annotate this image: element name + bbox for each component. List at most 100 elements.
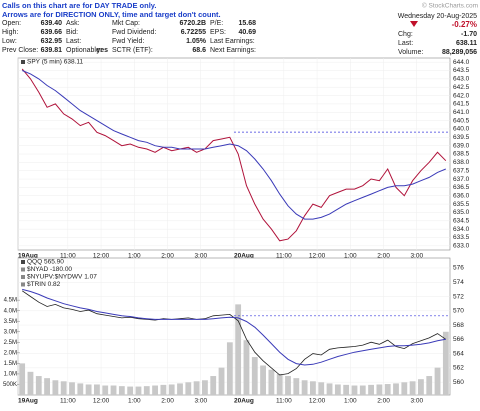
y-tick-label: 635.0	[453, 209, 470, 216]
legend-entry: $TRIN 0.82	[27, 281, 61, 288]
quote-value: 638.11	[456, 40, 477, 47]
volume-bar	[210, 376, 217, 395]
volume-bar	[235, 304, 242, 395]
volume-bar	[318, 382, 325, 395]
volume-bar	[185, 382, 192, 395]
y-tick-label: 638.5	[453, 151, 470, 158]
y-tick-label: 640.0	[453, 126, 470, 133]
x-tick-label: 11:00	[276, 398, 292, 405]
volume-bar	[193, 381, 200, 395]
volume-bar	[393, 383, 399, 395]
y-tick-label: 562	[453, 365, 464, 372]
legend-swatch	[21, 275, 25, 279]
volume-bar	[334, 384, 341, 395]
quote-label: Open:	[2, 20, 21, 27]
volume-bar	[226, 342, 233, 395]
legend-entry: $NYAD -180.00	[27, 266, 72, 273]
y-tick-label: 633.5	[453, 234, 470, 241]
y2-tick-label: 4.0M	[4, 308, 17, 314]
y2-tick-label: 4.5M	[4, 298, 17, 304]
volume-bar	[409, 381, 416, 395]
price-line	[21, 68, 447, 242]
volume-bar	[143, 386, 150, 395]
volume-bar	[368, 384, 374, 395]
quote-label: Fwd Yield:	[112, 38, 144, 45]
volume-bar	[35, 376, 42, 395]
volume-bar	[127, 386, 134, 395]
quote-value: 15.68	[238, 20, 256, 27]
notice-line: Arrows are for DIRECTION ONLY, time and …	[2, 10, 221, 19]
y-tick-label: 574	[453, 279, 464, 286]
y-tick-label: 564	[453, 350, 464, 357]
y-tick-label: 644.0	[453, 59, 470, 66]
y-tick-label: 639.0	[453, 142, 470, 149]
volume-bar	[293, 378, 300, 395]
legend-swatch	[21, 260, 25, 264]
y2-tick-label: 3.5M	[4, 319, 17, 325]
volume-bar	[202, 380, 208, 395]
volume-bar	[326, 383, 333, 395]
x-tick-label: 11:00	[60, 253, 76, 260]
volume-bar	[434, 367, 441, 395]
volume-bar	[118, 386, 125, 395]
volume-bar	[343, 384, 350, 395]
volume-bar	[418, 379, 424, 395]
volume-bar	[401, 382, 408, 395]
volume-bar	[177, 383, 183, 395]
x-tick-label: 1:00	[128, 253, 141, 260]
quote-label: Chg:	[398, 31, 413, 38]
x-tick-label: 19Aug	[18, 253, 38, 260]
volume-bar	[102, 385, 109, 395]
price-line	[22, 288, 446, 366]
legend-swatch	[21, 267, 25, 272]
y2-tick-label: 500K	[3, 382, 17, 388]
x-tick-label: 2:00	[161, 398, 174, 405]
y-tick-label: 640.5	[453, 117, 470, 124]
volume-bar	[243, 340, 250, 395]
volume-bar	[260, 365, 266, 395]
quote-label: Bid:	[66, 29, 78, 36]
y-tick-label: 637.0	[453, 176, 470, 183]
volume-bar	[160, 384, 167, 395]
quote-label: EPS:	[210, 29, 226, 36]
y-tick-label: 572	[453, 293, 464, 300]
quote-value: 639.81	[41, 47, 63, 54]
legend-entry: QQQ 565.90	[27, 259, 64, 266]
volume-bar	[442, 331, 449, 395]
y-tick-label: 634.0	[453, 226, 470, 233]
volume-bar	[168, 384, 175, 395]
y-tick-label: 636.5	[453, 184, 470, 191]
volume-bar	[376, 384, 383, 395]
quote-value: 68.6	[192, 47, 206, 54]
quote-label: Optionable:	[66, 47, 102, 54]
volume-bar	[110, 385, 117, 395]
x-tick-label: 2:00	[161, 253, 174, 260]
volume-bar	[276, 373, 283, 395]
volume-bar	[384, 384, 391, 395]
volume-bar	[218, 367, 225, 395]
y2-tick-label: 2.0M	[4, 350, 17, 356]
quote-label: Last:	[398, 40, 413, 47]
volume-bar	[52, 380, 59, 395]
volume-bar	[310, 381, 316, 395]
y-tick-label: 641.0	[453, 109, 470, 116]
volume-bar	[19, 363, 26, 395]
volume-bar	[85, 384, 92, 395]
notice-line: Calls on this chart are for DAY TRADE on…	[2, 1, 156, 10]
x-tick-label: 11:00	[276, 253, 292, 260]
quote-value: 639.66	[41, 29, 63, 36]
quote-label: Prev Close:	[2, 47, 38, 54]
y-tick-label: 635.5	[453, 201, 470, 208]
quote-date: Wednesday 20-Aug-2025	[398, 13, 477, 20]
volume-bar	[77, 383, 84, 395]
y-tick-label: 636.0	[453, 192, 470, 199]
x-tick-label: 3:00	[194, 398, 207, 405]
x-tick-label: 12:00	[309, 253, 326, 260]
volume-bar	[135, 386, 142, 395]
quote-label: Volume:	[398, 49, 423, 56]
legend-swatch	[21, 282, 25, 287]
volume-bar	[359, 385, 366, 395]
legend-swatch	[21, 60, 25, 64]
y-tick-label: 639.5	[453, 134, 470, 141]
y-tick-label: 576	[453, 265, 464, 272]
